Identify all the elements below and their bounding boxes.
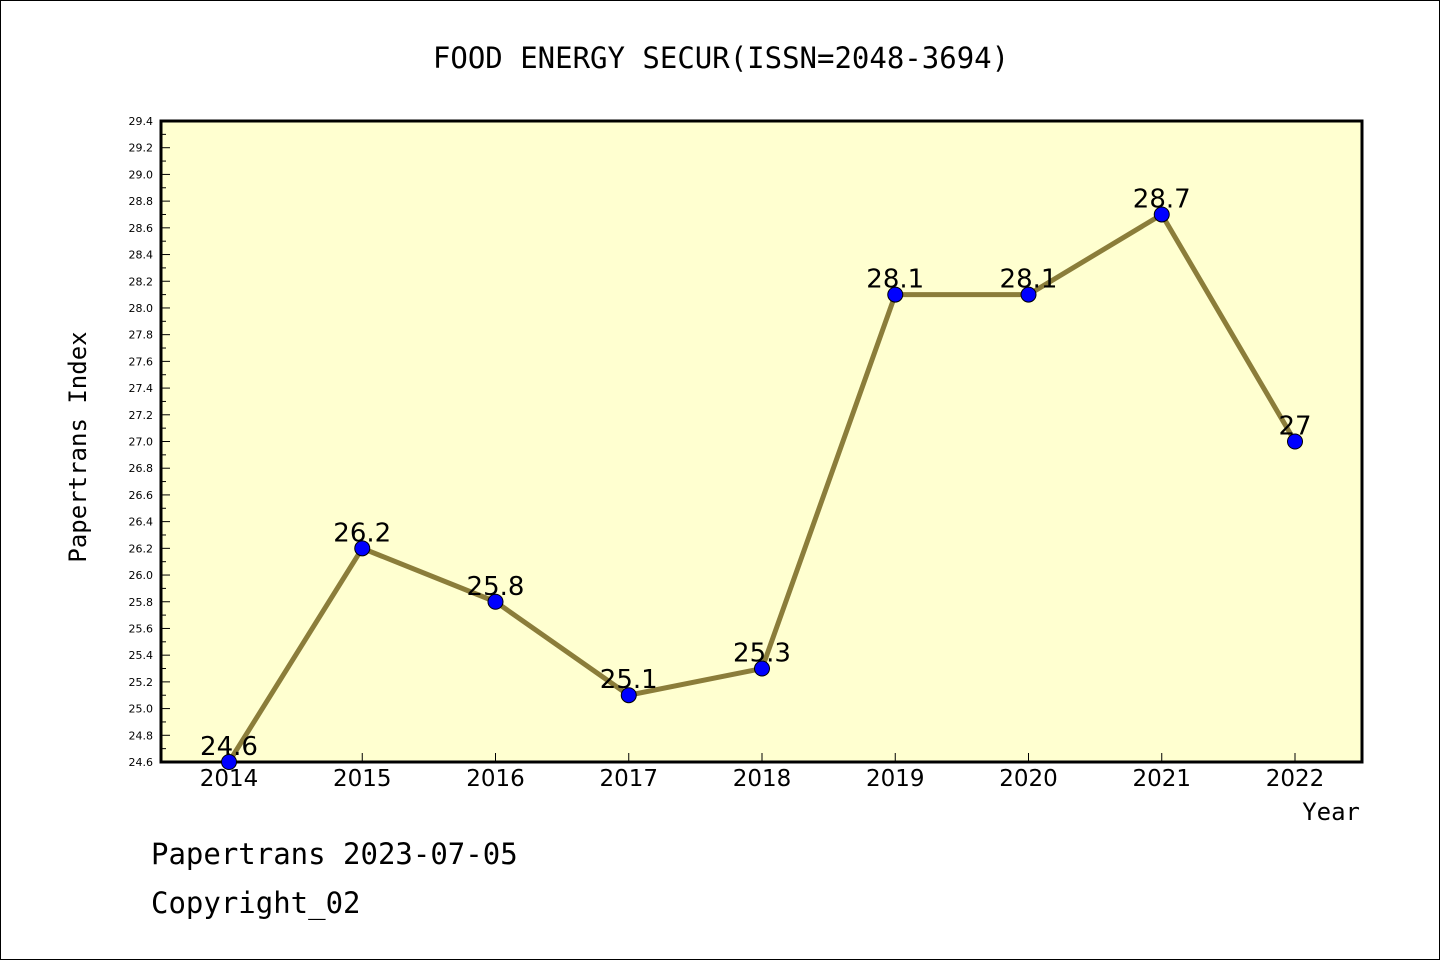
y-tick-label: 29.4 [129,115,154,128]
data-point [620,687,637,704]
y-tick-label: 28.2 [129,275,154,288]
y-tick-label: 28.0 [129,302,154,315]
x-axis: 2014 2015 2016 2017 2018 2019 2020 2021 2022 [200,753,1325,792]
data-label: 25.1 [600,665,658,695]
y-tick-label: 28.8 [129,195,154,208]
y-tick-label: 24.6 [129,756,154,769]
y-tick-label: 27.6 [129,355,154,368]
y-tick-label: 27.2 [129,409,154,422]
data-point [887,286,904,303]
plot-area [159,119,1364,764]
y-tick-label: 26.8 [129,462,154,475]
y-tick-label: 25.6 [129,622,154,635]
y-tick-label: 25.8 [129,596,154,609]
y-axis-title: Papertrans Index [64,331,92,562]
x-tick-label: 2017 [599,766,658,792]
y-tick-label: 24.8 [129,729,154,742]
data-label: 28.1 [866,265,924,295]
data-label: 24.6 [200,732,258,762]
data-label: 26.2 [333,518,391,548]
y-tick-label: 27.4 [129,382,154,395]
y-tick-label: 26.0 [129,569,154,582]
data-label: 27 [1278,412,1311,442]
y-tick-label: 26.4 [129,516,154,529]
y-tick-label: 26.6 [129,489,154,502]
y-tick-label: 29.2 [129,142,154,155]
data-point [754,660,770,677]
x-tick-label: 2019 [866,766,925,792]
series-group: 24.6 26.2 25.8 25.1 25.3 28.1 28.1 28.7 27 [200,184,1312,770]
x-tick-label: 2014 [200,766,259,792]
x-tick-label: 2015 [333,766,392,792]
y-axis: 24.6 24.8 25.0 25.2 25.4 25.6 25.8 26.0 26.2 26.4… [129,115,170,769]
footer-date: Papertrans 2023-07-05 [151,837,518,871]
y-tick-label: 26.2 [129,542,154,555]
data-label: 25.8 [467,572,525,602]
x-axis-title: Year [1302,798,1360,826]
data-point [487,593,504,610]
y-tick-label: 29.0 [129,168,154,181]
data-label: 25.3 [733,639,791,669]
x-tick-label: 2021 [1132,766,1191,792]
data-point [1153,206,1170,223]
x-tick-label: 2020 [999,766,1058,792]
data-label: 28.7 [1133,184,1191,214]
x-tick-label: 2018 [733,766,792,792]
data-point [221,754,237,770]
y-tick-label: 28.6 [129,222,154,235]
x-tick-label: 2022 [1266,766,1325,792]
y-tick-label: 28.4 [129,249,154,262]
footer-copyright: Copyright_02 [151,886,361,920]
y-tick-label: 27.0 [129,436,154,449]
data-point [1020,286,1037,303]
y-tick-label: 25.0 [129,703,154,716]
data-point [354,540,371,557]
chart-title: FOOD ENERGY SECUR(ISSN=2048-3694) [433,41,1009,75]
y-tick-label: 25.2 [129,676,154,689]
y-tick-label: 25.4 [129,649,154,662]
data-label: 28.1 [1000,265,1058,295]
x-tick-label: 2016 [466,766,525,792]
data-point [1287,433,1303,450]
y-tick-label: 27.8 [129,329,154,342]
